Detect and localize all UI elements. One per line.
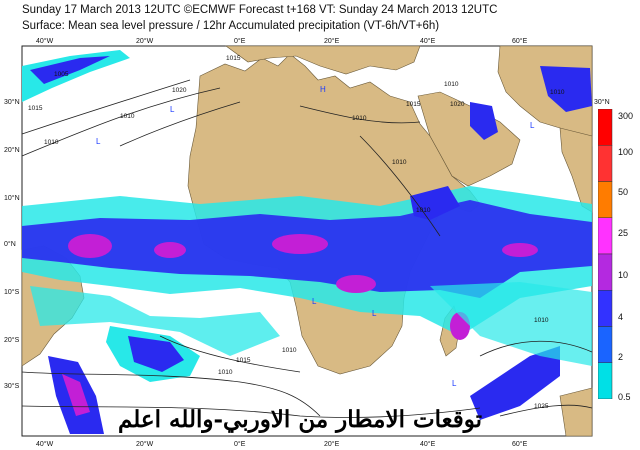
low-pressure-marker: L bbox=[530, 121, 535, 130]
low-pressure-marker: L bbox=[312, 297, 317, 306]
legend-label: 4 bbox=[618, 312, 624, 322]
isobar-line bbox=[479, 340, 593, 357]
tick-left: 20°S bbox=[4, 336, 20, 344]
forecast-map: 40°W 20°W 0°E 20°E 40°E 60°E 40°W 20°W 0… bbox=[4, 37, 610, 448]
legend-label: 100 bbox=[618, 147, 634, 157]
isobar-label: 1010 bbox=[282, 347, 297, 354]
isobar-line bbox=[159, 335, 301, 373]
tick-left: 0°N bbox=[4, 240, 16, 248]
precip-redsea bbox=[470, 102, 498, 140]
isobar-label: 1010 bbox=[44, 139, 59, 146]
legend-label: 50 bbox=[618, 187, 629, 197]
precip-indian-ocean bbox=[430, 282, 592, 366]
tick-left: 30°S bbox=[4, 382, 20, 390]
isobar-line bbox=[21, 87, 221, 157]
isobar-line bbox=[21, 371, 321, 417]
arabia-landmass bbox=[417, 91, 521, 187]
precip-s-atlantic-core bbox=[128, 336, 184, 372]
legend-label: 2 bbox=[618, 352, 624, 362]
isobar-label: 1010 bbox=[534, 317, 549, 324]
tick-top: 40°E bbox=[420, 37, 436, 45]
isobar-line bbox=[21, 405, 481, 418]
precip-legend bbox=[598, 109, 613, 399]
isobar-line bbox=[21, 79, 191, 135]
low-pressure-marker: L bbox=[452, 379, 457, 388]
low-pressure-marker: L bbox=[372, 309, 377, 318]
isobar-label: 1010 bbox=[550, 89, 565, 96]
precip-sw-front-core bbox=[62, 374, 90, 416]
legend-swatch bbox=[598, 181, 613, 218]
tick-left: 20°N bbox=[4, 146, 20, 154]
isobar-label: 1010 bbox=[120, 113, 135, 120]
tick-left: 10°S bbox=[4, 288, 20, 296]
isobar-label: 1015 bbox=[226, 55, 241, 62]
precip-se-front bbox=[470, 346, 560, 420]
legend-swatch bbox=[598, 217, 613, 255]
precip-c-atlantic bbox=[30, 286, 280, 356]
isobar-label: 1010 bbox=[218, 369, 233, 376]
isobar-label: 1020 bbox=[450, 101, 465, 108]
legend-label: 0.5 bbox=[618, 392, 631, 402]
legend-label: 10 bbox=[618, 270, 629, 280]
tick-left: 10°N bbox=[4, 194, 20, 202]
forecast-title-line: Sunday 17 March 2013 12UTC ©ECMWF Foreca… bbox=[22, 4, 498, 16]
legend-label: 300 bbox=[618, 111, 634, 121]
isobar-label: 1005 bbox=[54, 71, 69, 78]
isobar-label: 1020 bbox=[172, 87, 187, 94]
isobar-label: 1015 bbox=[406, 101, 421, 108]
field-description-line: Surface: Mean sea level pressure / 12hr … bbox=[22, 20, 440, 32]
precip-core-heavy-3 bbox=[272, 234, 328, 254]
pressure-centers: H L L L L L L bbox=[96, 85, 535, 388]
isobar-label: 1015 bbox=[28, 105, 43, 112]
tick-bottom: 40°E bbox=[420, 440, 436, 448]
low-pressure-marker: L bbox=[170, 105, 175, 114]
precip-n-atlantic bbox=[22, 50, 130, 102]
high-pressure-marker: H bbox=[320, 85, 326, 94]
isobar-line bbox=[119, 101, 241, 147]
legend-swatch bbox=[598, 109, 613, 146]
isobar-line bbox=[499, 404, 593, 417]
isobar-label: 1015 bbox=[236, 357, 251, 364]
tick-top: 20°E bbox=[324, 37, 340, 45]
tick-top: 40°W bbox=[36, 37, 54, 45]
tick-top: 0°E bbox=[234, 37, 246, 45]
tick-left: 30°N bbox=[4, 98, 20, 106]
axis-ticks: 40°W 20°W 0°E 20°E 40°E 60°E 40°W 20°W 0… bbox=[4, 37, 610, 448]
tick-bottom: 40°W bbox=[36, 440, 54, 448]
isobar-label: 1010 bbox=[352, 115, 367, 122]
legend-swatch bbox=[598, 362, 613, 399]
legend-swatch bbox=[598, 326, 613, 363]
legend-label: 25 bbox=[618, 228, 629, 238]
isobar-label: 1025 bbox=[534, 403, 549, 410]
isobars bbox=[21, 79, 593, 418]
isobar-label: 1010 bbox=[416, 207, 431, 214]
arabic-caption: توقعات الامطار من الاوربي-والله اعلم bbox=[117, 406, 483, 433]
tick-bottom: 20°W bbox=[136, 440, 154, 448]
legend-swatch bbox=[598, 145, 613, 182]
tick-right: 30°N bbox=[594, 98, 610, 106]
precip-core-heavy-1 bbox=[68, 234, 112, 258]
legend-swatch bbox=[598, 253, 613, 291]
tick-top: 60°E bbox=[512, 37, 528, 45]
precip-core-heavy-2 bbox=[154, 242, 186, 258]
precip-core-heavy-5 bbox=[502, 243, 538, 257]
precip-hornafrica bbox=[410, 186, 460, 220]
tick-bottom: 0°E bbox=[234, 440, 246, 448]
isobar-line bbox=[299, 105, 421, 124]
low-pressure-marker: L bbox=[96, 137, 101, 146]
isobar-line bbox=[359, 135, 441, 237]
isobar-label: 1010 bbox=[392, 159, 407, 166]
precip-core-heavy-4 bbox=[336, 275, 376, 293]
precip-ne-asia bbox=[540, 66, 592, 112]
precipitation-field bbox=[22, 50, 592, 434]
tick-bottom: 60°E bbox=[512, 440, 528, 448]
legend-swatch bbox=[598, 290, 613, 327]
precip-n-atlantic-core bbox=[30, 56, 110, 84]
isobar-labels: 1015 1015 1010 1010 1010 1020 1015 1010 … bbox=[28, 55, 565, 410]
tick-bottom: 20°E bbox=[324, 440, 340, 448]
europe-landmass bbox=[225, 45, 421, 75]
isobar-label: 1010 bbox=[444, 81, 459, 88]
tick-top: 20°W bbox=[136, 37, 154, 45]
australia-landmass bbox=[559, 387, 593, 437]
